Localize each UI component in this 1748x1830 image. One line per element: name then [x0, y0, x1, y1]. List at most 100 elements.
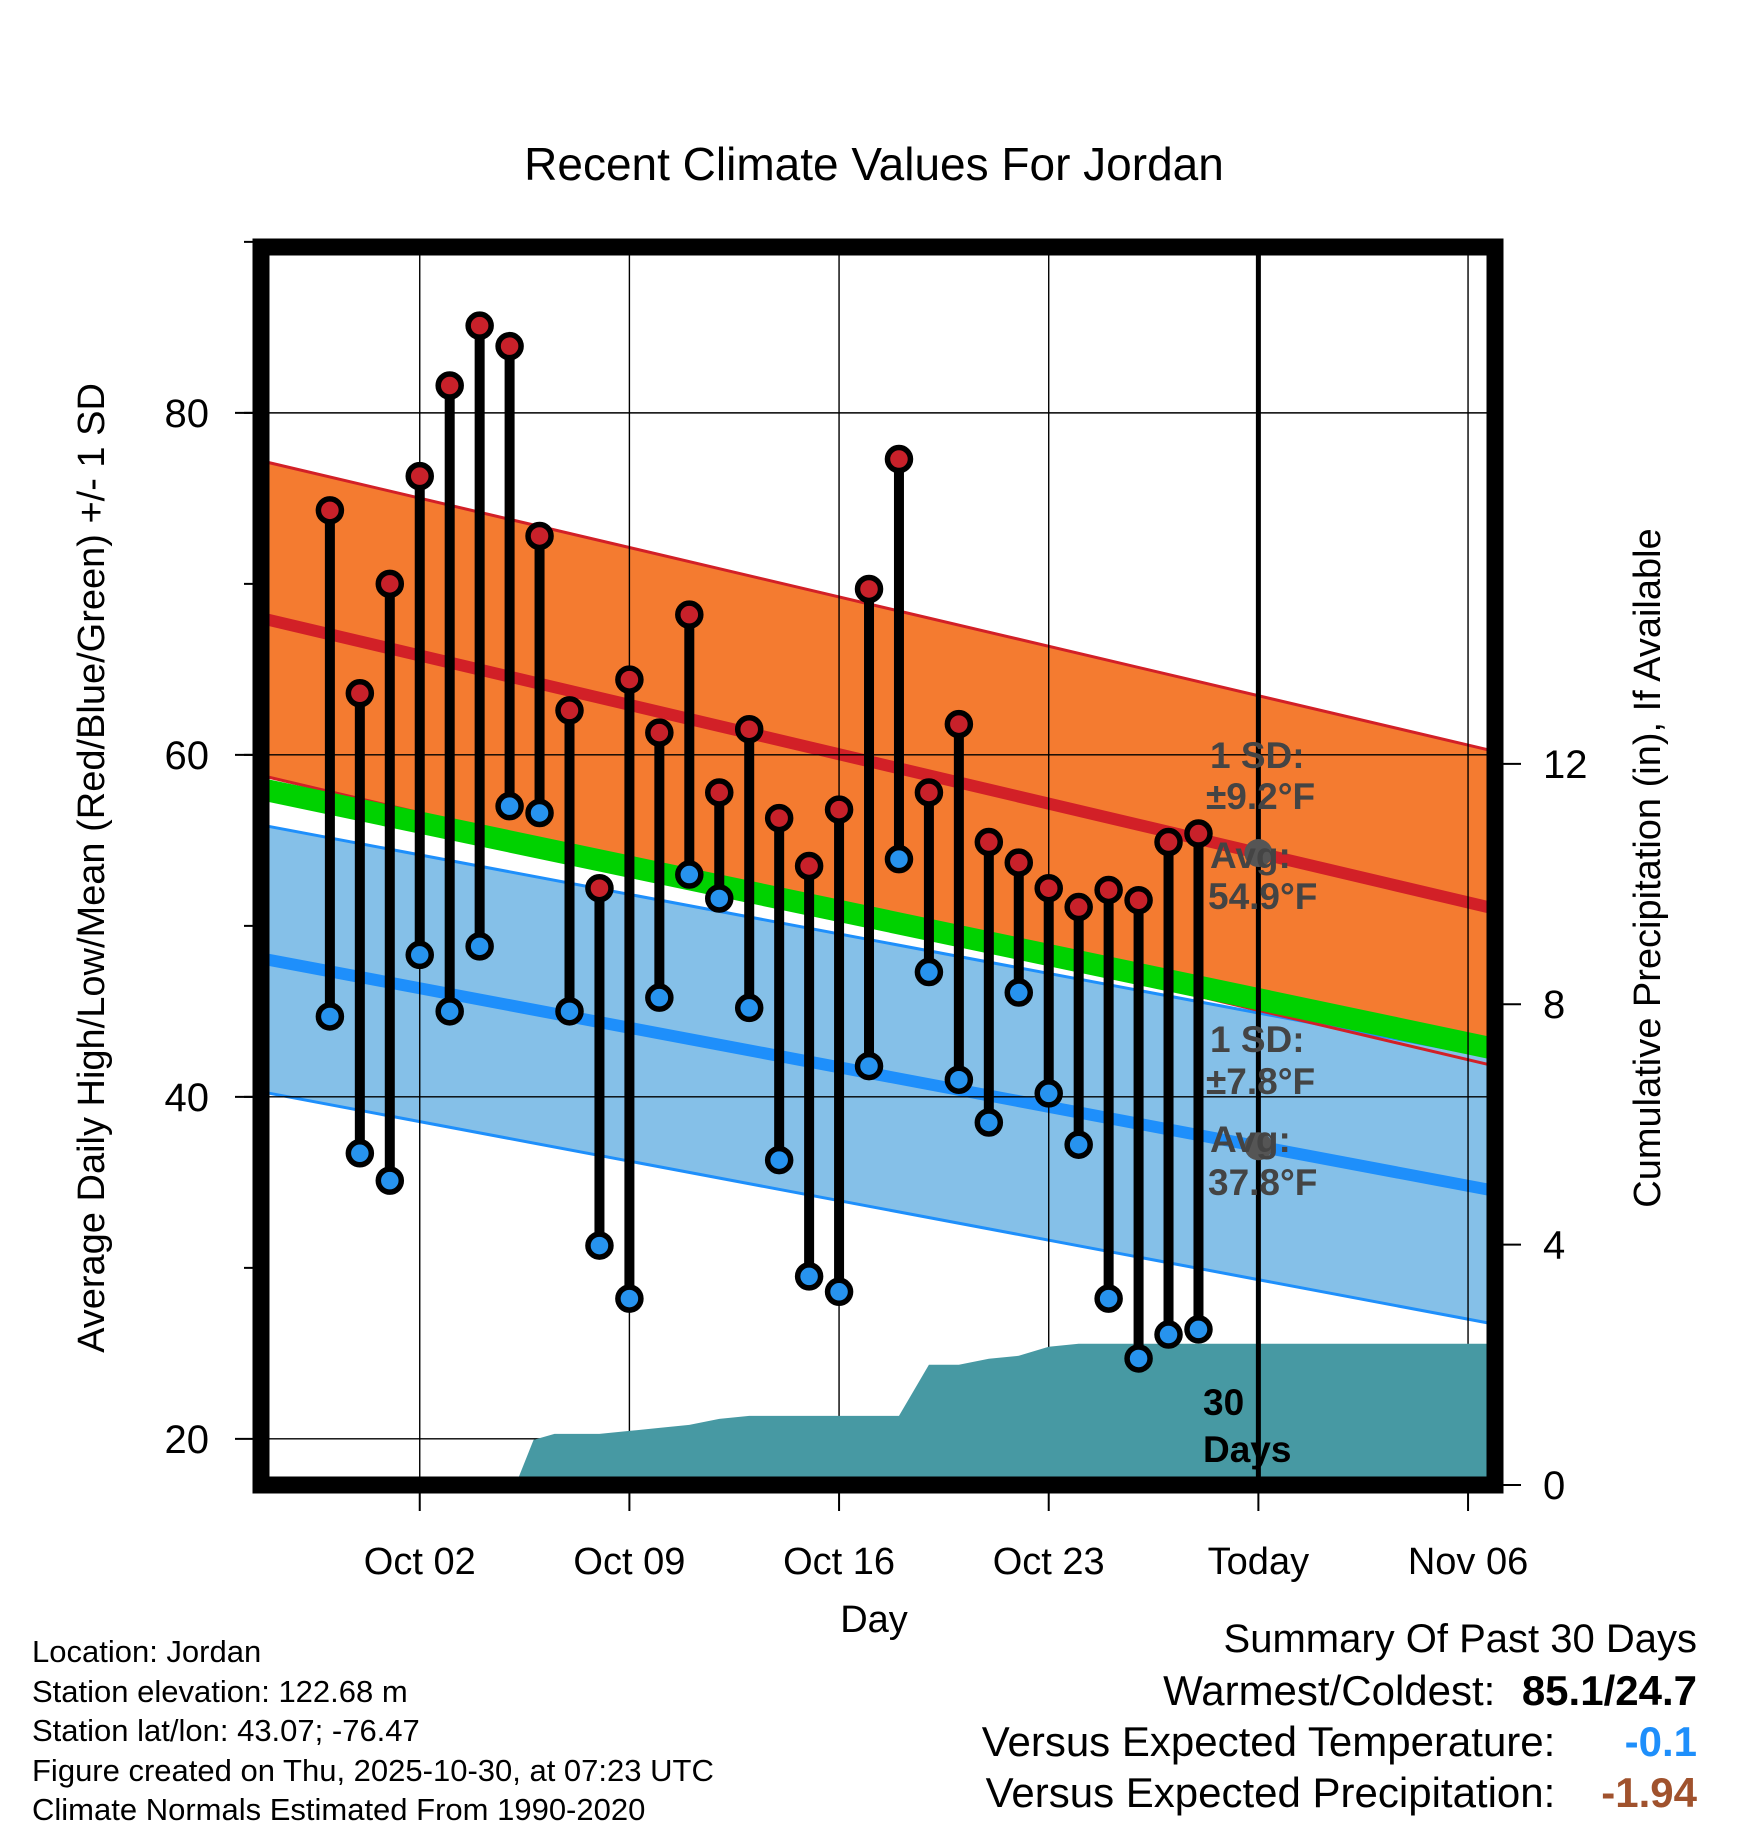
y2-tick-label: 0 — [1543, 1464, 1565, 1508]
temp-row: Versus Expected Temperature: -0.1 — [982, 1716, 1697, 1767]
daily-high-dot — [1184, 819, 1213, 848]
daily-high-dot — [944, 709, 974, 739]
warm-cold-value: 85.1/24.7 — [1521, 1667, 1697, 1714]
precipitation-area — [515, 1343, 1495, 1485]
precip-value: -1.94 — [1601, 1769, 1697, 1816]
station-info: Location: Jordan Station elevation: 122.… — [32, 1632, 714, 1830]
period-unit: Days — [1203, 1429, 1291, 1470]
daily-high-dot — [824, 795, 854, 824]
daily-low-dot — [675, 860, 704, 889]
cumulative-precip-area — [515, 1343, 1495, 1485]
daily-high-dot — [1064, 892, 1093, 922]
daily-high-dot — [585, 873, 614, 903]
daily-high-dot — [465, 311, 494, 340]
daily-low-dot — [764, 1145, 794, 1175]
daily-low-dot — [1064, 1130, 1093, 1159]
daily-high-dot — [854, 574, 884, 604]
x-tick-label: Today — [1208, 1541, 1309, 1583]
y-axis-label: Average Daily High/Low/Mean (Red/Blue/Gr… — [71, 383, 113, 1353]
daily-high-dot — [1004, 848, 1034, 877]
daily-high-dot — [1094, 875, 1123, 905]
high-sd-label: 1 SD: — [1210, 735, 1305, 776]
daily-high-dot — [1124, 885, 1153, 915]
daily-high-dot — [495, 331, 524, 361]
x-tick-label: Oct 23 — [993, 1541, 1105, 1583]
daily-high-dot — [1154, 827, 1183, 857]
daily-high-dot — [375, 569, 405, 599]
y-tick-label: 60 — [165, 734, 210, 778]
daily-low-dot — [1184, 1315, 1213, 1344]
daily-low-dot — [1154, 1320, 1183, 1349]
daily-high-dot — [705, 778, 734, 807]
y-tick-label: 40 — [165, 1076, 210, 1120]
daily-low-dot — [495, 791, 524, 821]
y2-tick-label: 8 — [1543, 983, 1565, 1027]
daily-bars — [324, 325, 1204, 1359]
daily-low-dot — [315, 1002, 345, 1031]
warm-cold-label: Warmest/Coldest: — [1163, 1667, 1496, 1714]
temp-value: -0.1 — [1624, 1718, 1697, 1765]
warm-cold-row: Warmest/Coldest: 85.1/24.7 — [982, 1665, 1697, 1716]
low-avg-label: Avg: — [1210, 1119, 1291, 1160]
x-tick-label: Nov 06 — [1408, 1541, 1528, 1583]
high-band-upper-edge — [260, 459, 1496, 753]
daily-low-dot — [914, 957, 944, 987]
daily-high-dot — [315, 496, 345, 525]
x-tick-label: Oct 02 — [364, 1541, 476, 1583]
period-number: 30 — [1203, 1382, 1244, 1423]
daily-low-dot — [465, 932, 494, 961]
x-axis-label: Day — [840, 1599, 908, 1641]
daily-high-dot — [675, 600, 704, 629]
daily-low-dot — [585, 1231, 614, 1260]
y2-tick-label: 12 — [1543, 743, 1588, 787]
x-tick-label: Oct 09 — [573, 1541, 685, 1583]
daily-low-dot — [794, 1262, 824, 1291]
y-tick-label: 20 — [165, 1418, 210, 1462]
daily-high-dot — [974, 827, 1004, 857]
daily-low-dot — [734, 993, 764, 1023]
today-markers — [1244, 839, 1273, 1161]
daily-low-dot — [525, 798, 554, 828]
low-band-lower-edge — [260, 1090, 1496, 1326]
daily-low-dot — [345, 1139, 375, 1168]
location-text: Location: Jordan — [32, 1634, 262, 1669]
daily-high-dot — [794, 851, 824, 881]
daily-high-dot — [1034, 873, 1063, 903]
chart-title: Recent Climate Values For Jordan — [524, 138, 1224, 190]
daily-low-dot — [705, 884, 734, 913]
low-sd-label: 1 SD: — [1210, 1019, 1305, 1060]
daily-high-dot — [405, 461, 434, 491]
daily-low-dot — [405, 940, 434, 970]
precip-row: Versus Expected Precipitation: -1.94 — [982, 1767, 1697, 1818]
daily-dots — [315, 311, 1213, 1373]
today-normal-high-marker — [1244, 839, 1273, 868]
today-normal-low-marker — [1244, 1132, 1273, 1161]
y2-tick-label: 4 — [1543, 1224, 1565, 1268]
precip-label: Versus Expected Precipitation: — [985, 1769, 1556, 1816]
daily-low-dot — [1034, 1079, 1063, 1108]
daily-high-dot — [884, 444, 914, 474]
daily-high-dot — [525, 521, 554, 551]
daily-low-dot — [645, 983, 674, 1012]
plot-frame — [252, 238, 1504, 1494]
daily-high-dot — [345, 679, 375, 708]
high-avg-label: Avg: — [1210, 835, 1291, 876]
daily-low-dot — [824, 1277, 854, 1307]
summary-title: Summary Of Past 30 Days — [1223, 1617, 1697, 1661]
daily-low-dot — [615, 1284, 644, 1313]
daily-low-dot — [854, 1051, 884, 1081]
daily-high-dot — [764, 803, 794, 833]
normal-mean-line — [258, 778, 1498, 1060]
summary-panel: Summary Of Past 30 Days Warmest/Coldest:… — [982, 1613, 1697, 1818]
normal-high-line — [259, 612, 1497, 915]
annotations: 1 SD: ±9.2°F Avg: 54.9°F 1 SD: ±7.8°F Av… — [1203, 735, 1317, 1470]
daily-high-dot — [615, 665, 644, 694]
temp-label: Versus Expected Temperature: — [981, 1718, 1556, 1765]
latlon-text: Station lat/lon: 43.07; -76.47 — [32, 1713, 420, 1748]
low-sd-value: ±7.8°F — [1206, 1061, 1315, 1102]
normals-text: Climate Normals Estimated From 1990-2020 — [32, 1792, 646, 1827]
daily-high-dot — [555, 696, 584, 725]
daily-high-dot — [435, 371, 464, 400]
axis-ticks: 20 40 60 80 0 4 8 12 Oct 02 Oct 09 Oct 16 Oct 23 Tod… — [165, 240, 1588, 1583]
